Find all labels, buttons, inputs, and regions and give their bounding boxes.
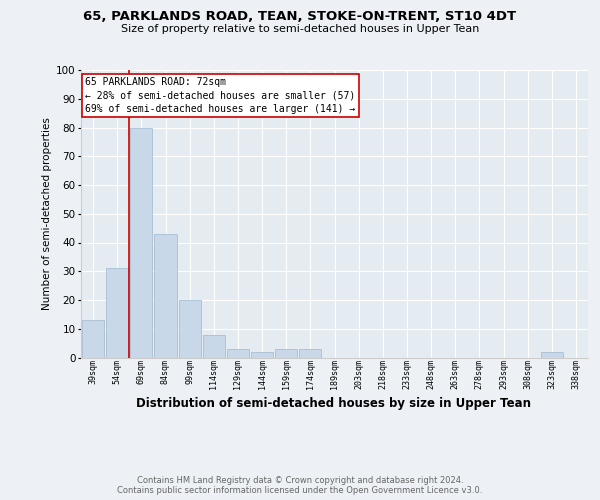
Text: 65 PARKLANDS ROAD: 72sqm
← 28% of semi-detached houses are smaller (57)
69% of s: 65 PARKLANDS ROAD: 72sqm ← 28% of semi-d… <box>85 77 355 114</box>
Bar <box>106 268 128 358</box>
Bar <box>251 352 273 358</box>
Bar <box>541 352 563 358</box>
Y-axis label: Number of semi-detached properties: Number of semi-detached properties <box>41 118 52 310</box>
Text: Distribution of semi-detached houses by size in Upper Tean: Distribution of semi-detached houses by … <box>136 398 530 410</box>
Bar <box>299 349 322 358</box>
Bar <box>203 334 225 357</box>
Text: Contains HM Land Registry data © Crown copyright and database right 2024.: Contains HM Land Registry data © Crown c… <box>137 476 463 485</box>
Bar <box>82 320 104 358</box>
Bar <box>179 300 201 358</box>
Bar <box>227 349 249 358</box>
Bar <box>130 128 152 358</box>
Text: Size of property relative to semi-detached houses in Upper Tean: Size of property relative to semi-detach… <box>121 24 479 34</box>
Text: 65, PARKLANDS ROAD, TEAN, STOKE-ON-TRENT, ST10 4DT: 65, PARKLANDS ROAD, TEAN, STOKE-ON-TRENT… <box>83 10 517 23</box>
Bar <box>275 349 298 358</box>
Bar <box>154 234 176 358</box>
Text: Contains public sector information licensed under the Open Government Licence v3: Contains public sector information licen… <box>118 486 482 495</box>
